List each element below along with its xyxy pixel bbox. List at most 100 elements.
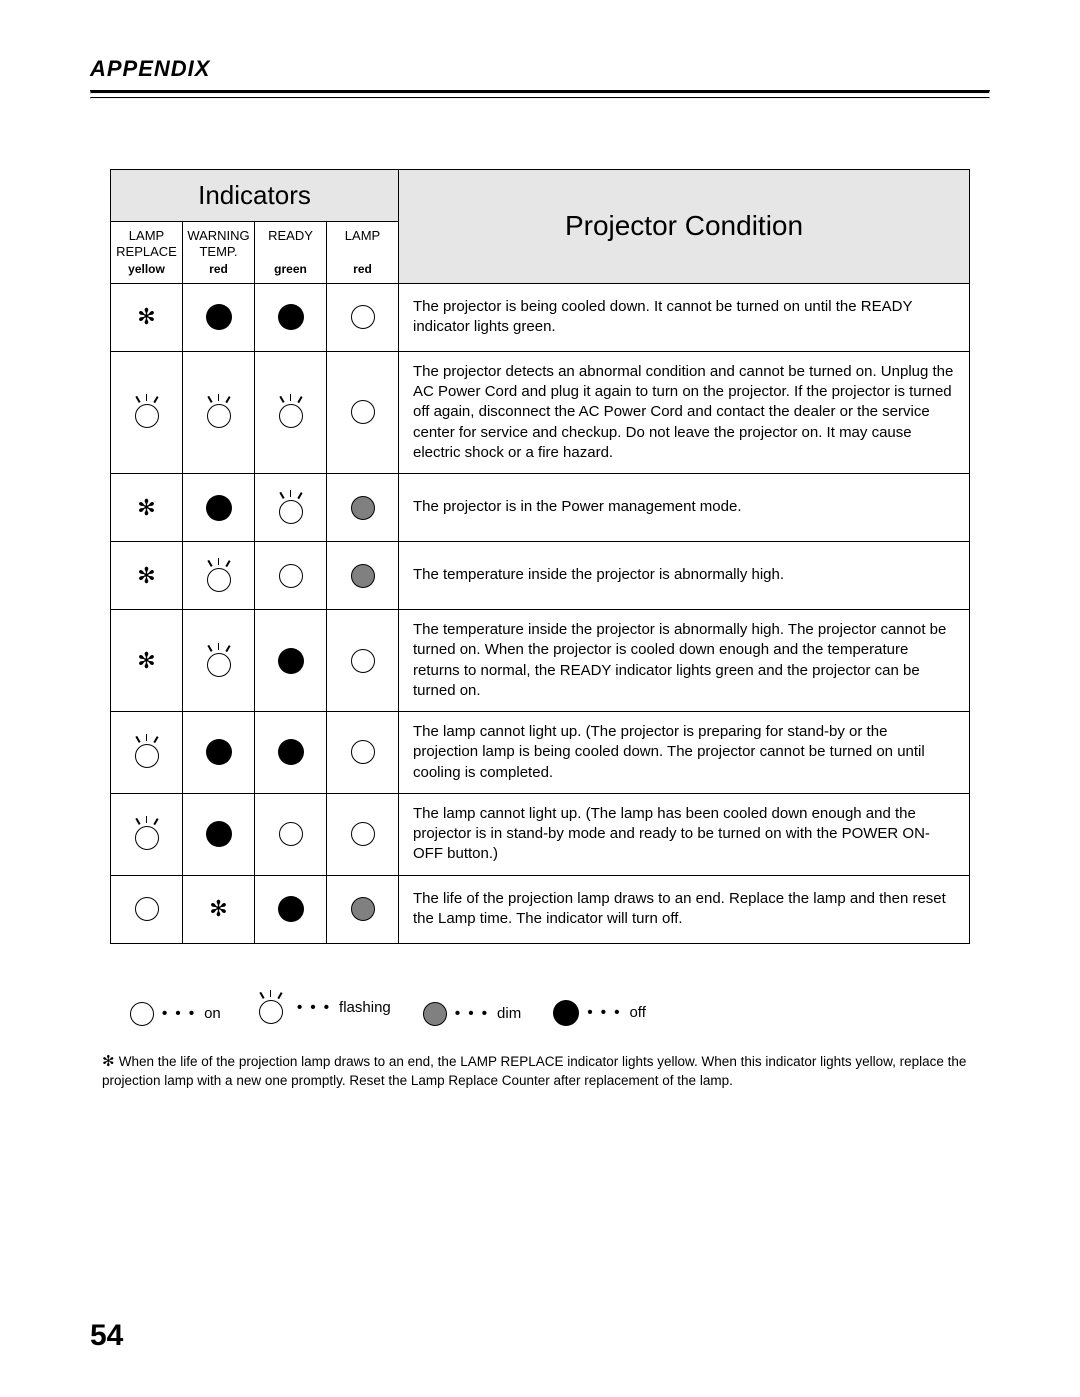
- on-icon: [130, 1002, 154, 1026]
- icon-cell: [111, 875, 183, 943]
- off-icon: [278, 648, 304, 674]
- on-icon: [135, 897, 159, 921]
- col-header-line1: LAMP: [129, 228, 164, 243]
- col-header-lamp: LAMP red: [327, 222, 399, 284]
- icon-cell: [327, 875, 399, 943]
- dim-icon: [351, 564, 375, 588]
- flashing-icon: [129, 394, 165, 430]
- legend-label: flashing: [339, 999, 391, 1016]
- icon-cell: [183, 712, 255, 794]
- condition-description: The temperature inside the projector is …: [399, 610, 970, 712]
- flashing-icon: [273, 490, 309, 526]
- icon-cell: [255, 283, 327, 351]
- flashing-icon: [201, 558, 237, 594]
- col-header-warning-temp: WARNING TEMP. red: [183, 222, 255, 284]
- indicators-header: Indicators: [111, 170, 399, 222]
- condition-description: The projector is being cooled down. It c…: [399, 283, 970, 351]
- condition-description: The projector is in the Power management…: [399, 474, 970, 542]
- rule-thick: [90, 90, 990, 94]
- icon-cell: [255, 793, 327, 875]
- icon-cell: [111, 712, 183, 794]
- icon-cell: [255, 875, 327, 943]
- on-icon: [351, 400, 375, 424]
- icon-cell: ✻: [183, 875, 255, 943]
- off-icon: [278, 739, 304, 765]
- condition-description: The lamp cannot light up. (The lamp has …: [399, 793, 970, 875]
- icon-cell: [183, 793, 255, 875]
- on-icon: [351, 649, 375, 673]
- col-header-line2: REPLACE: [116, 244, 177, 259]
- flashing-icon: [129, 816, 165, 852]
- col-header-line1: WARNING: [187, 228, 249, 243]
- table-row: ✻ The temperature inside the projector is…: [111, 610, 970, 712]
- condition-header: Projector Condition: [399, 170, 970, 284]
- legend-label: on: [204, 1005, 221, 1022]
- condition-description: The lamp cannot light up. (The projector…: [399, 712, 970, 794]
- asterisk-icon: ✻: [209, 898, 227, 920]
- appendix-heading: APPENDIX: [90, 56, 990, 82]
- icon-cell: [183, 351, 255, 473]
- on-icon: [351, 740, 375, 764]
- condition-description: The projector detects an abnormal condit…: [399, 351, 970, 473]
- icon-cell: [327, 712, 399, 794]
- asterisk-icon: ✻: [137, 306, 155, 328]
- col-header-color: red: [353, 262, 372, 276]
- icon-cell: [255, 542, 327, 610]
- table-row: The projector detects an abnormal condit…: [111, 351, 970, 473]
- flashing-icon: [201, 643, 237, 679]
- off-icon: [278, 304, 304, 330]
- icon-cell: ✻: [111, 474, 183, 542]
- off-icon: [553, 1000, 579, 1026]
- icon-cell: [183, 610, 255, 712]
- icon-cell: [255, 474, 327, 542]
- indicator-table: Indicators Projector Condition LAMP REPL…: [110, 169, 970, 944]
- icon-cell: [327, 610, 399, 712]
- legend-label: dim: [497, 1005, 521, 1022]
- on-icon: [279, 822, 303, 846]
- dim-icon: [351, 496, 375, 520]
- col-header-line2: TEMP.: [199, 244, 237, 259]
- legend-flashing: • • • flashing: [253, 990, 391, 1026]
- col-header-color: yellow: [128, 262, 165, 276]
- legend-off: • • • off: [553, 1000, 646, 1026]
- col-header-color: red: [209, 262, 228, 276]
- col-header-line1: LAMP: [345, 228, 380, 243]
- icon-cell: ✻: [111, 283, 183, 351]
- icon-cell: ✻: [111, 610, 183, 712]
- off-icon: [206, 495, 232, 521]
- dots: • • •: [455, 1005, 489, 1022]
- page: APPENDIX Indicators Projector Condition …: [0, 0, 1080, 1397]
- asterisk-icon: ✻: [137, 497, 155, 519]
- icon-cell: [327, 542, 399, 610]
- flashing-icon: [201, 394, 237, 430]
- icon-cell: [183, 474, 255, 542]
- col-header-line1: READY: [268, 228, 313, 243]
- asterisk-icon: ✻: [102, 1053, 119, 1070]
- icon-cell: [183, 542, 255, 610]
- table-row: The lamp cannot light up. (The lamp has …: [111, 793, 970, 875]
- off-icon: [278, 896, 304, 922]
- col-header-color: green: [274, 262, 307, 276]
- on-icon: [351, 822, 375, 846]
- table-row: ✻ The projector is being cooled down. It …: [111, 283, 970, 351]
- table-row: ✻ The projector is in the Power managemen…: [111, 474, 970, 542]
- dots: • • •: [162, 1005, 196, 1022]
- footnote-text: When the life of the projection lamp dra…: [102, 1054, 966, 1088]
- condition-description: The temperature inside the projector is …: [399, 542, 970, 610]
- dim-icon: [351, 897, 375, 921]
- page-number: 54: [90, 1319, 123, 1353]
- icon-cell: [255, 610, 327, 712]
- table-row: ✻The life of the projection lamp draws t…: [111, 875, 970, 943]
- col-header-lamp-replace: LAMP REPLACE yellow: [111, 222, 183, 284]
- icon-cell: [327, 283, 399, 351]
- table-row: The lamp cannot light up. (The projector…: [111, 712, 970, 794]
- dim-icon: [423, 1002, 447, 1026]
- flashing-icon: [273, 394, 309, 430]
- dots: • • •: [297, 999, 331, 1016]
- asterisk-icon: ✻: [137, 565, 155, 587]
- icon-cell: [111, 351, 183, 473]
- asterisk-icon: ✻: [137, 650, 155, 672]
- icon-cell: ✻: [111, 542, 183, 610]
- icon-cell: [255, 351, 327, 473]
- legend: • • • on • • • flashing • • • dim • • • …: [130, 990, 990, 1030]
